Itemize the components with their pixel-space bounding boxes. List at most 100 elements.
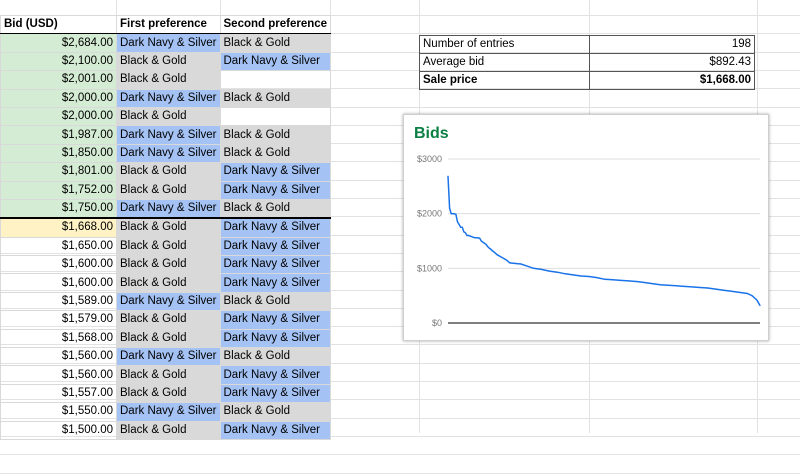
second-preference-cell[interactable]: Dark Navy & Silver: [219, 365, 332, 385]
bids-data-point: [448, 207, 451, 209]
bids-data-point: [456, 221, 459, 223]
bid-cell[interactable]: $2,000.00: [0, 88, 117, 108]
bid-cell[interactable]: $1,850.00: [0, 143, 117, 164]
bids-data-point: [738, 291, 741, 293]
second-preference-cell[interactable]: Black & Gold: [219, 88, 332, 108]
second-preference-cell[interactable]: Dark Navy & Silver: [219, 236, 332, 257]
bids-data-point: [485, 243, 487, 245]
bids-data-point: [466, 234, 468, 237]
first-preference-cell[interactable]: Black & Gold: [116, 180, 221, 200]
bids-data-point: [596, 277, 598, 279]
first-preference-cell[interactable]: Dark Navy & Silver: [116, 347, 221, 367]
second-preference-cell[interactable]: Black & Gold: [219, 347, 332, 367]
first-preference-cell[interactable]: Dark Navy & Silver: [116, 33, 221, 53]
bids-data-point: [460, 226, 462, 228]
second-preference-cell[interactable]: Black & Gold: [219, 33, 332, 53]
second-preference-cell[interactable]: Dark Navy & Silver: [219, 180, 332, 200]
bid-cell[interactable]: $1,560.00: [0, 365, 117, 385]
bid-cell[interactable]: $1,589.00: [0, 291, 117, 312]
first-preference-cell[interactable]: Black & Gold: [116, 217, 221, 238]
first-preference-cell[interactable]: Black & Gold: [116, 236, 221, 257]
bid-cell[interactable]: $1,600.00: [0, 273, 117, 293]
table-row: $1,801.00 Black & Gold Dark Navy & Silver: [0, 162, 332, 182]
first-preference-cell[interactable]: Black & Gold: [116, 70, 221, 90]
first-preference-cell[interactable]: Black & Gold: [116, 162, 221, 182]
first-preference-cell[interactable]: Black & Gold: [116, 365, 221, 385]
bid-cell[interactable]: $2,000.00: [0, 106, 117, 127]
summary-value[interactable]: $1,668.00: [589, 71, 755, 90]
second-preference-cell[interactable]: Dark Navy & Silver: [219, 273, 332, 293]
first-preference-cell[interactable]: Black & Gold: [116, 255, 221, 275]
second-preference-cell[interactable]: Dark Navy & Silver: [219, 420, 332, 440]
second-preference-cell[interactable]: Black & Gold: [219, 125, 332, 145]
second-preference-cell[interactable]: Black & Gold: [219, 402, 332, 422]
table-row: $1,589.00 Dark Navy & Silver Black & Gold: [0, 291, 332, 312]
first-preference-cell[interactable]: Black & Gold: [116, 328, 221, 349]
second-preference-cell[interactable]: Dark Navy & Silver: [219, 310, 332, 330]
first-preference-cell[interactable]: Dark Navy & Silver: [116, 402, 221, 422]
bid-cell[interactable]: $1,568.00: [0, 328, 117, 349]
bids-data-point: [580, 275, 582, 277]
column-header-first-preference[interactable]: First preference: [116, 14, 221, 35]
second-preference-cell[interactable]: Dark Navy & Silver: [219, 255, 332, 275]
bid-cell[interactable]: $2,100.00: [0, 51, 117, 72]
second-preference-cell[interactable]: Dark Navy & Silver: [219, 328, 332, 349]
second-preference-cell[interactable]: [219, 70, 332, 90]
first-preference-cell[interactable]: Black & Gold: [116, 310, 221, 330]
summary-table: Number of entries 198 Average bid $892.4…: [419, 35, 755, 90]
bid-cell[interactable]: $1,557.00: [0, 383, 117, 404]
bids-data-point: [722, 289, 725, 291]
first-preference-cell[interactable]: Black & Gold: [116, 420, 221, 440]
first-preference-cell[interactable]: Dark Navy & Silver: [116, 198, 221, 220]
bid-cell[interactable]: $1,752.00: [0, 180, 117, 200]
y-tick-label: $0: [432, 318, 442, 328]
second-preference-cell[interactable]: Dark Navy & Silver: [219, 217, 332, 238]
bids-data-point: [667, 284, 669, 286]
first-preference-cell[interactable]: Black & Gold: [116, 383, 221, 404]
first-preference-cell[interactable]: Black & Gold: [116, 273, 221, 293]
bids-data-point: [525, 265, 527, 267]
column-header-bid[interactable]: Bid (USD): [0, 14, 117, 35]
table-row: $2,100.00 Black & Gold Dark Navy & Silver: [0, 51, 332, 72]
first-preference-cell[interactable]: Dark Navy & Silver: [116, 143, 221, 164]
bids-data-point: [486, 245, 489, 248]
bid-cell[interactable]: $1,987.00: [0, 125, 117, 145]
bid-cell[interactable]: $1,750.00: [0, 198, 117, 220]
first-preference-cell[interactable]: Black & Gold: [116, 51, 221, 72]
bids-data-point: [452, 213, 454, 215]
first-preference-cell[interactable]: Dark Navy & Silver: [116, 88, 221, 108]
bids-series-line[interactable]: [447, 176, 761, 306]
bid-cell[interactable]: $1,650.00: [0, 236, 117, 257]
bids-data-point: [505, 259, 508, 261]
bid-cell[interactable]: $1,600.00: [0, 255, 117, 275]
bids-data-point: [496, 254, 498, 256]
summary-label[interactable]: Number of entries: [419, 35, 590, 54]
second-preference-cell[interactable]: Black & Gold: [219, 198, 332, 220]
bid-cell[interactable]: $1,668.00: [0, 217, 117, 238]
bid-cell[interactable]: $1,560.00: [0, 347, 117, 367]
first-preference-cell[interactable]: Black & Gold: [116, 106, 221, 127]
bid-cell[interactable]: $2,001.00: [0, 70, 117, 90]
summary-value[interactable]: 198: [589, 35, 755, 54]
summary-label[interactable]: Average bid: [419, 53, 590, 72]
second-preference-cell[interactable]: Dark Navy & Silver: [219, 162, 332, 182]
bid-cell[interactable]: $2,684.00: [0, 33, 117, 53]
first-preference-cell[interactable]: Dark Navy & Silver: [116, 291, 221, 312]
first-preference-cell[interactable]: Dark Navy & Silver: [116, 125, 221, 145]
second-preference-cell[interactable]: Black & Gold: [219, 143, 332, 164]
second-preference-cell[interactable]: Dark Navy & Silver: [219, 383, 332, 404]
column-header-second-preference[interactable]: Second preference: [219, 14, 332, 35]
second-preference-cell[interactable]: Black & Gold: [219, 291, 332, 312]
bid-cell[interactable]: $1,500.00: [0, 420, 117, 440]
bid-cell[interactable]: $1,550.00: [0, 402, 117, 422]
bids-data-point: [564, 273, 566, 275]
table-row: $1,750.00 Dark Navy & Silver Black & Gold: [0, 198, 332, 220]
second-preference-cell[interactable]: Dark Navy & Silver: [219, 51, 332, 72]
second-preference-cell[interactable]: [219, 106, 332, 127]
bid-cell[interactable]: $1,801.00: [0, 162, 117, 182]
bids-chart[interactable]: Bids $3000 $2000 $1000 $0: [403, 114, 769, 341]
summary-label[interactable]: Sale price: [419, 71, 590, 90]
summary-value[interactable]: $892.43: [589, 53, 755, 72]
bid-cell[interactable]: $1,579.00: [0, 310, 117, 330]
summary-row: Average bid $892.43: [419, 53, 755, 72]
